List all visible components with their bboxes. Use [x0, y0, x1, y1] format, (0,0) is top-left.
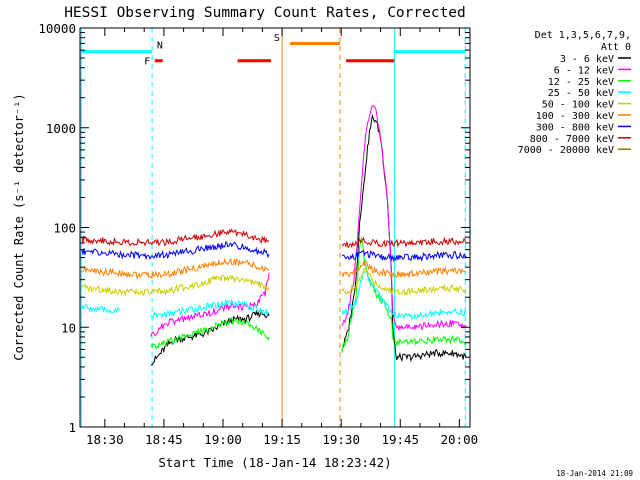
flag-label-f: F [144, 57, 150, 68]
series-line-800-7000-kev [81, 228, 270, 247]
series-line-100-300-kev [81, 257, 270, 281]
series-line-25-50-kev [81, 303, 120, 314]
flag-label-s: S [274, 33, 280, 44]
y-tick-label: 1000 [46, 121, 76, 136]
legend-label-7000-20000-kev: 7000 - 20000 keV [518, 145, 614, 156]
y-tick-label: 1 [68, 420, 76, 435]
x-tick-label: 20:00 [441, 432, 479, 447]
series-line-3-6-kev [150, 309, 270, 366]
series-line-300-800-kev [81, 241, 270, 261]
legend-header: Att 0 [601, 42, 631, 53]
legend-label-3-6-kev: 3 - 6 keV [560, 54, 614, 65]
series-line-25-50-kev [150, 298, 270, 320]
series-line-50-100-kev [81, 274, 270, 297]
y-tick-label: 100 [53, 221, 76, 236]
series-line-6-12-kev [341, 105, 467, 332]
legend-label-300-800-kev: 300 - 800 keV [536, 122, 614, 133]
series-line-50-100-kev [341, 266, 467, 297]
series-line-300-800-kev [341, 249, 467, 263]
x-tick-label: 19:15 [263, 432, 301, 447]
legend-label-6-12-kev: 6 - 12 keV [554, 65, 614, 76]
x-tick-label: 19:00 [204, 432, 242, 447]
legend-header: Det 1,3,5,6,7,9, [535, 30, 631, 41]
y-axis-label: Corrected Count Rate (s⁻¹ detector⁻¹) [12, 93, 26, 360]
series-line-3-6-kev [341, 113, 467, 363]
series-line-6-12-kev [150, 272, 270, 337]
x-tick-label: 18:30 [86, 432, 124, 447]
series-line-800-7000-kev [341, 236, 467, 249]
legend-label-800-7000-kev: 800 - 7000 keV [530, 134, 614, 145]
plot-area: NF S [80, 28, 467, 427]
y-tick-label: 10 [61, 320, 76, 335]
axes: 18:30 18:45 19:00 19:15 19:30 19:45 20:00 1 10 10… [38, 21, 478, 447]
x-tick-label: 19:30 [322, 432, 360, 447]
series-line-100-300-kev [341, 259, 467, 280]
legend-label-100-300-kev: 100 - 300 keV [536, 111, 614, 122]
chart-title: HESSI Observing Summary Count Rates, Cor… [64, 5, 466, 21]
legend-label-12-25-kev: 12 - 25 keV [548, 77, 614, 88]
flag-label-n: N [157, 41, 163, 52]
y-tick-label: 10000 [38, 21, 76, 36]
series-line-12-25-kev [150, 317, 270, 350]
legend-label-25-50-kev: 25 - 50 keV [548, 88, 614, 99]
x-tick-label: 19:45 [381, 432, 419, 447]
footer-timestamp: 18-Jan-2014 21:09 [556, 469, 633, 478]
legend-label-50-100-kev: 50 - 100 keV [542, 100, 614, 111]
x-tick-label: 18:45 [145, 432, 183, 447]
series-line-12-25-kev [341, 237, 467, 353]
x-axis-label: Start Time (18-Jan-14 18:23:42) [158, 455, 391, 470]
